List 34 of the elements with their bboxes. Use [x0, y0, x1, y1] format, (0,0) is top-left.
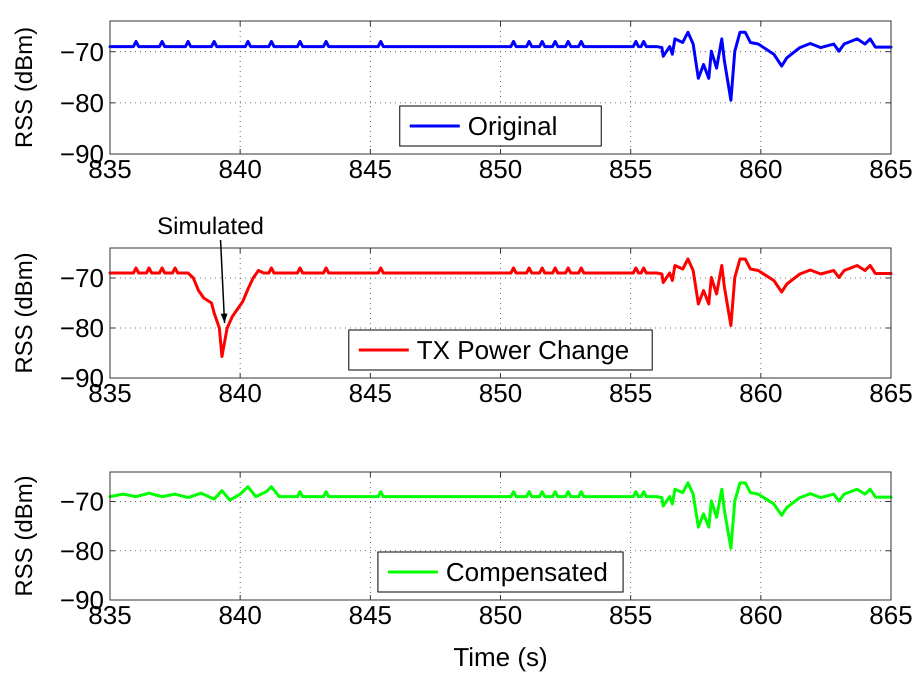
- x-tick-label: 850: [478, 154, 522, 184]
- x-tick-label: 850: [478, 378, 522, 408]
- y-tick-label: −80: [60, 88, 104, 118]
- x-tick-label: 855: [608, 600, 652, 630]
- y-tick-label: −70: [60, 486, 104, 517]
- x-tick-label: 845: [348, 154, 392, 184]
- x-tick-label: 865: [869, 378, 913, 408]
- x-tick-label: 840: [218, 378, 262, 408]
- line-series: [108, 481, 892, 550]
- x-tick-label: 840: [218, 154, 262, 184]
- line-series: [108, 30, 892, 102]
- y-tick-label: −70: [60, 36, 104, 67]
- x-tick-label: 845: [348, 378, 392, 408]
- x-tick-label: 840: [218, 600, 262, 630]
- x-tick-label: 860: [739, 600, 783, 630]
- x-tick-label: 850: [478, 600, 522, 630]
- y-axis-title: RSS (dBm): [11, 26, 38, 148]
- x-tick-label: 855: [608, 154, 652, 184]
- x-tick-label: 865: [869, 600, 913, 630]
- annotation: Simulated: [157, 213, 264, 240]
- x-tick-label: 860: [739, 154, 783, 184]
- y-axis-title: RSS (dBm): [11, 475, 38, 597]
- y-tick-label: −70: [60, 263, 104, 294]
- x-tick-label: 865: [869, 154, 913, 184]
- y-axis-title: RSS (dBm): [11, 252, 38, 374]
- x-tick-label: 845: [348, 600, 392, 630]
- x-tick-label: 860: [739, 378, 783, 408]
- legend-label: Compensated: [446, 557, 608, 588]
- y-tick-label: −80: [60, 313, 104, 344]
- legend-label: Original: [468, 111, 558, 142]
- y-tick-label: −80: [60, 536, 104, 566]
- legend-label: TX Power Change: [416, 335, 630, 366]
- x-axis-title: Time (s): [453, 642, 548, 672]
- x-tick-label: 855: [608, 378, 652, 408]
